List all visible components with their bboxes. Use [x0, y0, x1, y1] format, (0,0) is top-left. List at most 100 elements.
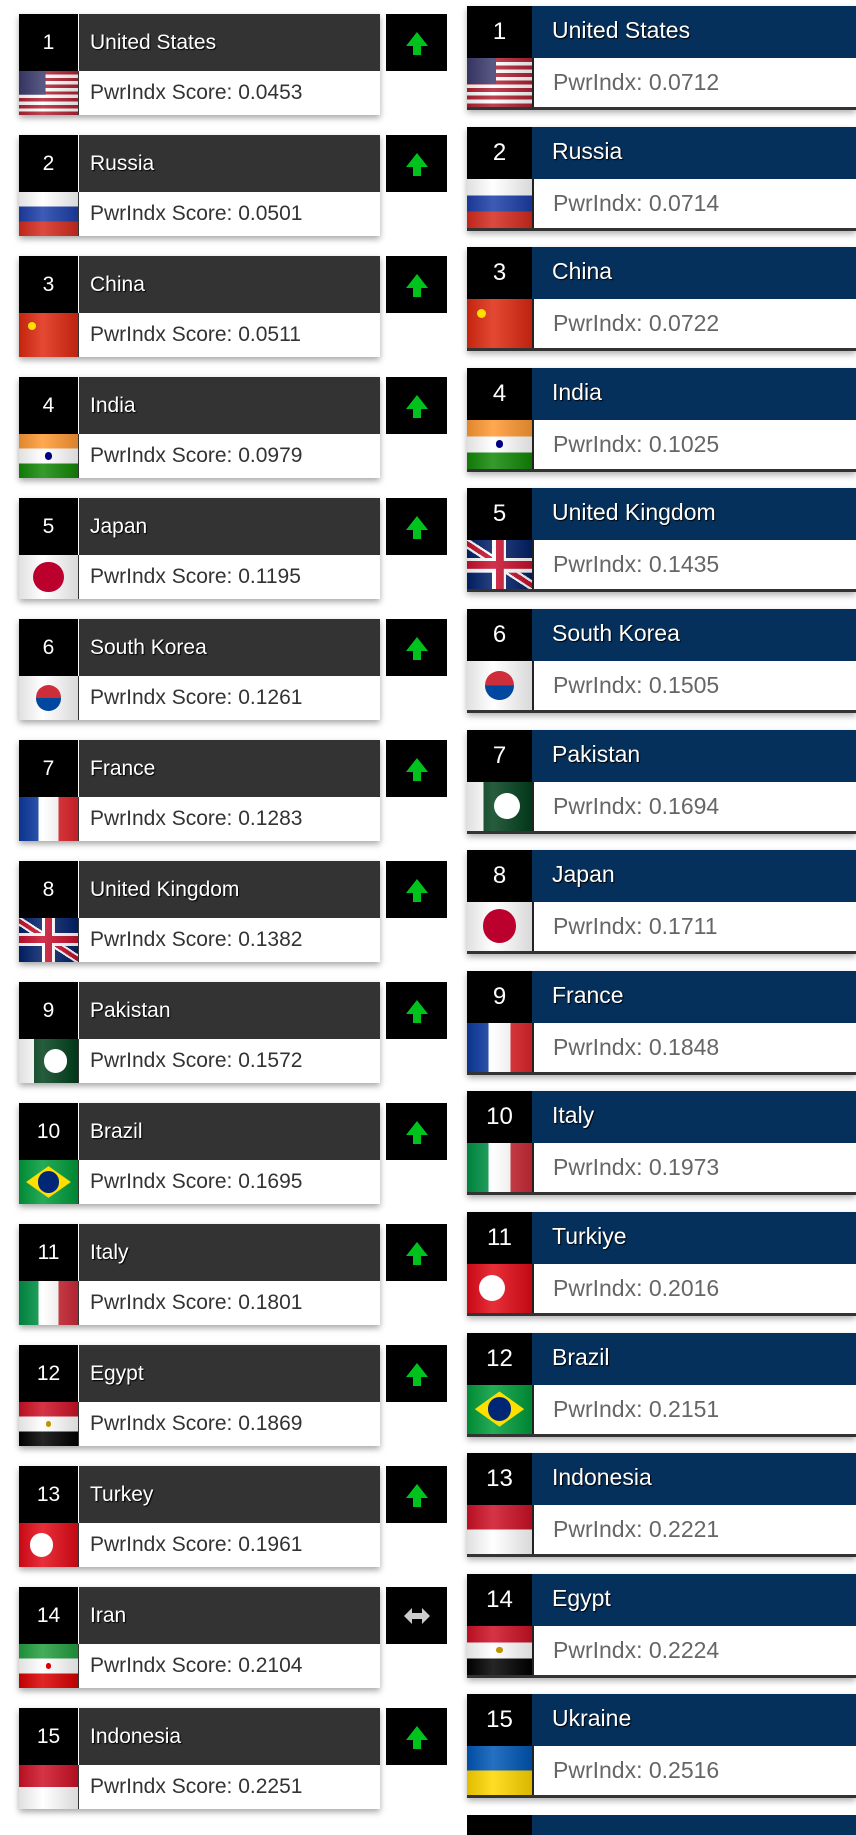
flag-it-icon — [467, 1143, 532, 1193]
ranking-card[interactable]: 1 United States PwrIndx: 0.0712 — [467, 6, 856, 110]
flag-emblem — [45, 1421, 52, 1427]
flag-fr-icon — [467, 1022, 532, 1072]
arrow-up-icon — [405, 1120, 428, 1144]
country-name: United Kingdom — [79, 861, 380, 918]
arrow-up-icon — [405, 757, 428, 781]
ranking-card[interactable]: 9 Pakistan PwrIndx Score: 0.1572 — [19, 982, 447, 1083]
ranking-card[interactable]: 11 Italy PwrIndx Score: 0.1801 — [19, 1224, 447, 1325]
flag-emblem — [45, 1663, 52, 1669]
flag-ua-icon — [467, 1746, 532, 1796]
flag-emblem — [29, 1533, 54, 1557]
ranking-card[interactable]: 12 Egypt PwrIndx Score: 0.1869 — [19, 1345, 447, 1446]
country-name: India — [79, 377, 380, 434]
arrow-up-icon — [405, 636, 428, 660]
flag-emblem — [37, 1171, 60, 1193]
power-index-score: PwrIndx Score: 0.1572 — [78, 1039, 380, 1083]
rank-number: 3 — [19, 256, 78, 313]
power-index-score: PwrIndx Score: 0.1801 — [78, 1281, 380, 1325]
flag-emblem — [487, 1397, 512, 1421]
ranking-card[interactable]: 2 Russia PwrIndx: 0.0714 — [467, 126, 856, 231]
rank-number: 6 — [19, 619, 78, 676]
rank-number: 15 — [19, 1708, 78, 1765]
flag-pk-icon — [467, 781, 532, 831]
flag-us-icon — [19, 71, 78, 115]
rank-number: 8 — [19, 861, 78, 918]
ranking-card[interactable]: 4 India PwrIndx: 0.1025 — [467, 367, 856, 472]
trend-indicator — [386, 256, 447, 313]
flag-id-icon — [19, 1765, 78, 1809]
country-name: Ukraine — [532, 1694, 856, 1747]
country-name: Brazil — [532, 1332, 856, 1385]
rank-number: 12 — [19, 1345, 78, 1402]
country-name: South Korea — [532, 609, 856, 661]
ranking-card[interactable]: 4 India PwrIndx Score: 0.0979 — [19, 377, 447, 478]
flag-emblem — [27, 322, 37, 331]
rank-number: 14 — [467, 1573, 532, 1626]
flag-emblem — [35, 684, 62, 711]
ranking-card[interactable]: 7 Pakistan PwrIndx: 0.1694 — [467, 729, 856, 834]
flag-br-icon — [19, 1160, 78, 1204]
power-index-score: PwrIndx Score: 0.2104 — [78, 1644, 380, 1688]
power-index-score: PwrIndx Score: 0.2251 — [78, 1765, 380, 1809]
rank-number: 6 — [467, 609, 532, 661]
flag-emblem — [496, 1646, 503, 1654]
flag-emblem — [482, 909, 517, 944]
ranking-card[interactable]: 15 Ukraine PwrIndx: 0.2516 — [467, 1694, 856, 1799]
ranking-card[interactable]: 6 South Korea PwrIndx Score: 0.1261 — [19, 619, 447, 720]
rank-number: 11 — [19, 1224, 78, 1281]
power-index-score: PwrIndx Score: 0.1695 — [78, 1160, 380, 1204]
ranking-card[interactable]: 7 France PwrIndx Score: 0.1283 — [19, 740, 447, 841]
ranking-card[interactable]: 12 Brazil PwrIndx: 0.2151 — [467, 1332, 856, 1437]
flag-emblem — [476, 309, 486, 319]
power-index-score: PwrIndx: 0.1025 — [532, 419, 856, 469]
flag-kr-icon — [467, 661, 532, 710]
power-index-score: PwrIndx Score: 0.1961 — [78, 1523, 380, 1567]
ranking-card[interactable]: 1 United States PwrIndx Score: 0.0453 — [19, 14, 447, 115]
ranking-card[interactable]: 6 South Korea PwrIndx: 0.1505 — [467, 609, 856, 713]
ranking-card[interactable]: 11 Turkiye PwrIndx: 0.2016 — [467, 1212, 856, 1316]
power-index-score: PwrIndx: 0.1711 — [532, 902, 856, 952]
rank-number: 13 — [19, 1466, 78, 1523]
power-index-score: PwrIndx Score: 0.0501 — [78, 192, 380, 236]
rank-number: 3 — [467, 247, 532, 300]
ranking-card[interactable]: 5 United Kingdom PwrIndx: 0.1435 — [467, 488, 856, 593]
ranking-card[interactable]: 13 Indonesia PwrIndx: 0.2221 — [467, 1453, 856, 1558]
ranking-card[interactable]: 13 Turkey PwrIndx Score: 0.1961 — [19, 1466, 447, 1567]
country-name: Indonesia — [79, 1708, 380, 1765]
rank-number: 14 — [19, 1587, 78, 1644]
rank-number: 4 — [19, 377, 78, 434]
ranking-card[interactable]: 10 Brazil PwrIndx Score: 0.1695 — [19, 1103, 447, 1204]
flag-ru-icon — [19, 192, 78, 236]
ranking-card[interactable]: 8 United Kingdom PwrIndx Score: 0.1382 — [19, 861, 447, 962]
flag-tr-icon — [467, 1264, 532, 1313]
rank-number: 1 — [467, 6, 532, 58]
power-index-score: PwrIndx Score: 0.0511 — [78, 313, 380, 357]
ranking-card[interactable]: 15 Indonesia PwrIndx Score: 0.2251 — [19, 1708, 447, 1809]
country-name: Pakistan — [79, 982, 380, 1039]
ranking-card[interactable]: 9 France PwrIndx: 0.1848 — [467, 970, 856, 1075]
trend-indicator — [386, 498, 447, 555]
power-index-score: PwrIndx: 0.1848 — [532, 1022, 856, 1072]
power-index-score: PwrIndx Score: 0.1869 — [78, 1402, 380, 1446]
ranking-card[interactable]: 5 Japan PwrIndx Score: 0.1195 — [19, 498, 447, 599]
power-index-score: PwrIndx: 0.2221 — [532, 1505, 856, 1555]
ranking-card[interactable]: 3 China PwrIndx: 0.0722 — [467, 247, 856, 352]
ranking-card[interactable]: 8 Japan PwrIndx: 0.1711 — [467, 850, 856, 955]
arrow-up-icon — [405, 878, 428, 902]
country-name: Turkiye — [532, 1212, 856, 1264]
country-name: Italy — [79, 1224, 380, 1281]
ranking-card[interactable]: 3 China PwrIndx Score: 0.0511 — [19, 256, 447, 357]
flag-it-icon — [19, 1281, 78, 1325]
arrow-up-icon — [405, 1362, 428, 1386]
country-name: Pakistan — [532, 729, 856, 782]
ranking-card[interactable]: 14 Egypt PwrIndx: 0.2224 — [467, 1573, 856, 1678]
flag-us-icon — [467, 58, 532, 107]
rank-number: 4 — [467, 367, 532, 420]
trend-indicator — [386, 135, 447, 192]
rank-number: 12 — [467, 1332, 532, 1385]
ranking-card[interactable]: 14 Iran PwrIndx Score: 0.2104 — [19, 1587, 447, 1688]
ranking-card[interactable]: 2 Russia PwrIndx Score: 0.0501 — [19, 135, 447, 236]
rank-number: 7 — [19, 740, 78, 797]
arrow-up-icon — [405, 1725, 428, 1749]
ranking-card[interactable]: 10 Italy PwrIndx: 0.1973 — [467, 1091, 856, 1196]
